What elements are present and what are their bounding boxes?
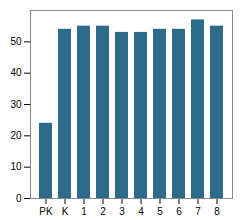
svg-text:0: 0 xyxy=(16,193,22,204)
svg-text:20: 20 xyxy=(10,130,22,141)
svg-text:1: 1 xyxy=(81,206,87,217)
svg-text:3: 3 xyxy=(119,206,125,217)
svg-text:4: 4 xyxy=(138,206,144,217)
svg-text:50: 50 xyxy=(10,36,22,47)
svg-text:8: 8 xyxy=(214,206,220,217)
svg-text:10: 10 xyxy=(10,161,22,172)
svg-text:2: 2 xyxy=(100,206,106,217)
svg-text:40: 40 xyxy=(10,67,22,78)
svg-text:5: 5 xyxy=(157,206,163,217)
svg-text:30: 30 xyxy=(10,99,22,110)
svg-text:7: 7 xyxy=(195,206,201,217)
svg-text:K: K xyxy=(62,206,69,217)
svg-text:6: 6 xyxy=(176,206,182,217)
svg-text:PK: PK xyxy=(39,206,53,217)
